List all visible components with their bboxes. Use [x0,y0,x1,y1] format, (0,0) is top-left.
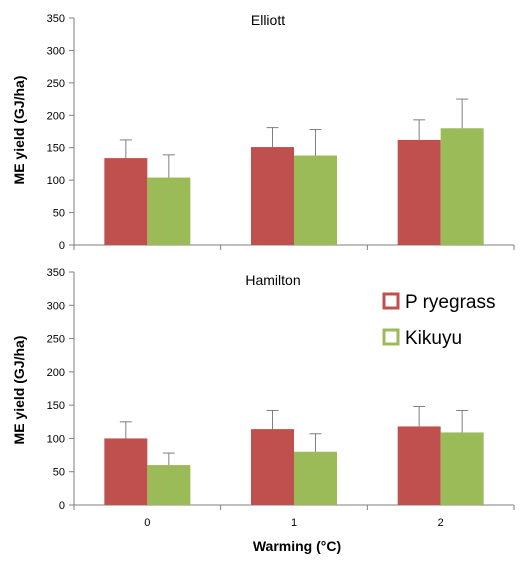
bar-p-ryegrass-0 [104,438,148,505]
y-tick-label: 300 [47,45,65,57]
y-tick-label: 150 [47,400,65,412]
bar-p-ryegrass-1 [251,147,294,245]
x-tick-label-2: 2 [438,517,444,529]
y-tick-label: 100 [47,175,65,187]
legend-swatch-p-ryegrass [382,292,400,310]
panel-elliott: Elliott ME yield (GJ/ha) 0 50 100 150 200 250… [11,12,515,252]
legend-label-kikuyu: Kikuyu [405,328,462,349]
x-tick-label-1: 1 [291,517,297,529]
y-tick-label: 200 [47,110,65,122]
legend-label-p-ryegrass: P ryegrass [405,292,495,313]
y-tick-label: 350 [47,13,65,25]
y-tick-label: 50 [53,467,65,479]
bar-kikuyu-2 [440,128,484,245]
legend-swatch-kikuyu [382,328,400,346]
bar-kikuyu-0 [147,465,191,505]
legend: P ryegrass Kikuyu [382,292,495,349]
panel-hamilton: Hamilton ME yield (GJ/ha) 0 50 100 150 200 25… [11,267,515,529]
y-tick-label: 0 [59,240,65,252]
y-tick-label: 200 [47,367,65,379]
y-tick-label: 300 [47,300,65,312]
bar-p-ryegrass-1 [251,429,294,505]
bar-p-ryegrass-2 [397,426,441,505]
y-tick-label: 350 [47,267,65,279]
x-tick-label-0: 0 [144,517,150,529]
bar-p-ryegrass-0 [104,158,148,245]
bar-kikuyu-0 [147,177,191,245]
panel-title-elliott: Elliott [251,12,285,28]
y-tick-label: 250 [47,78,65,90]
panel-title-hamilton: Hamilton [245,272,300,288]
y-tick-label: 0 [59,500,65,512]
y-tick-label: 150 [47,143,65,155]
bar-kikuyu-2 [440,432,484,505]
bar-kikuyu-1 [294,451,337,505]
bar-kikuyu-1 [294,155,337,245]
y-tick-label: 250 [47,334,65,346]
x-axis-label: Warming (°C) [253,538,341,554]
y-axis-label-bottom: ME yield (GJ/ha) [11,336,27,445]
y-axis-label-top: ME yield (GJ/ha) [11,76,27,185]
y-tick-label: 100 [47,433,65,445]
bar-p-ryegrass-2 [397,139,441,245]
y-tick-label: 50 [53,208,65,220]
